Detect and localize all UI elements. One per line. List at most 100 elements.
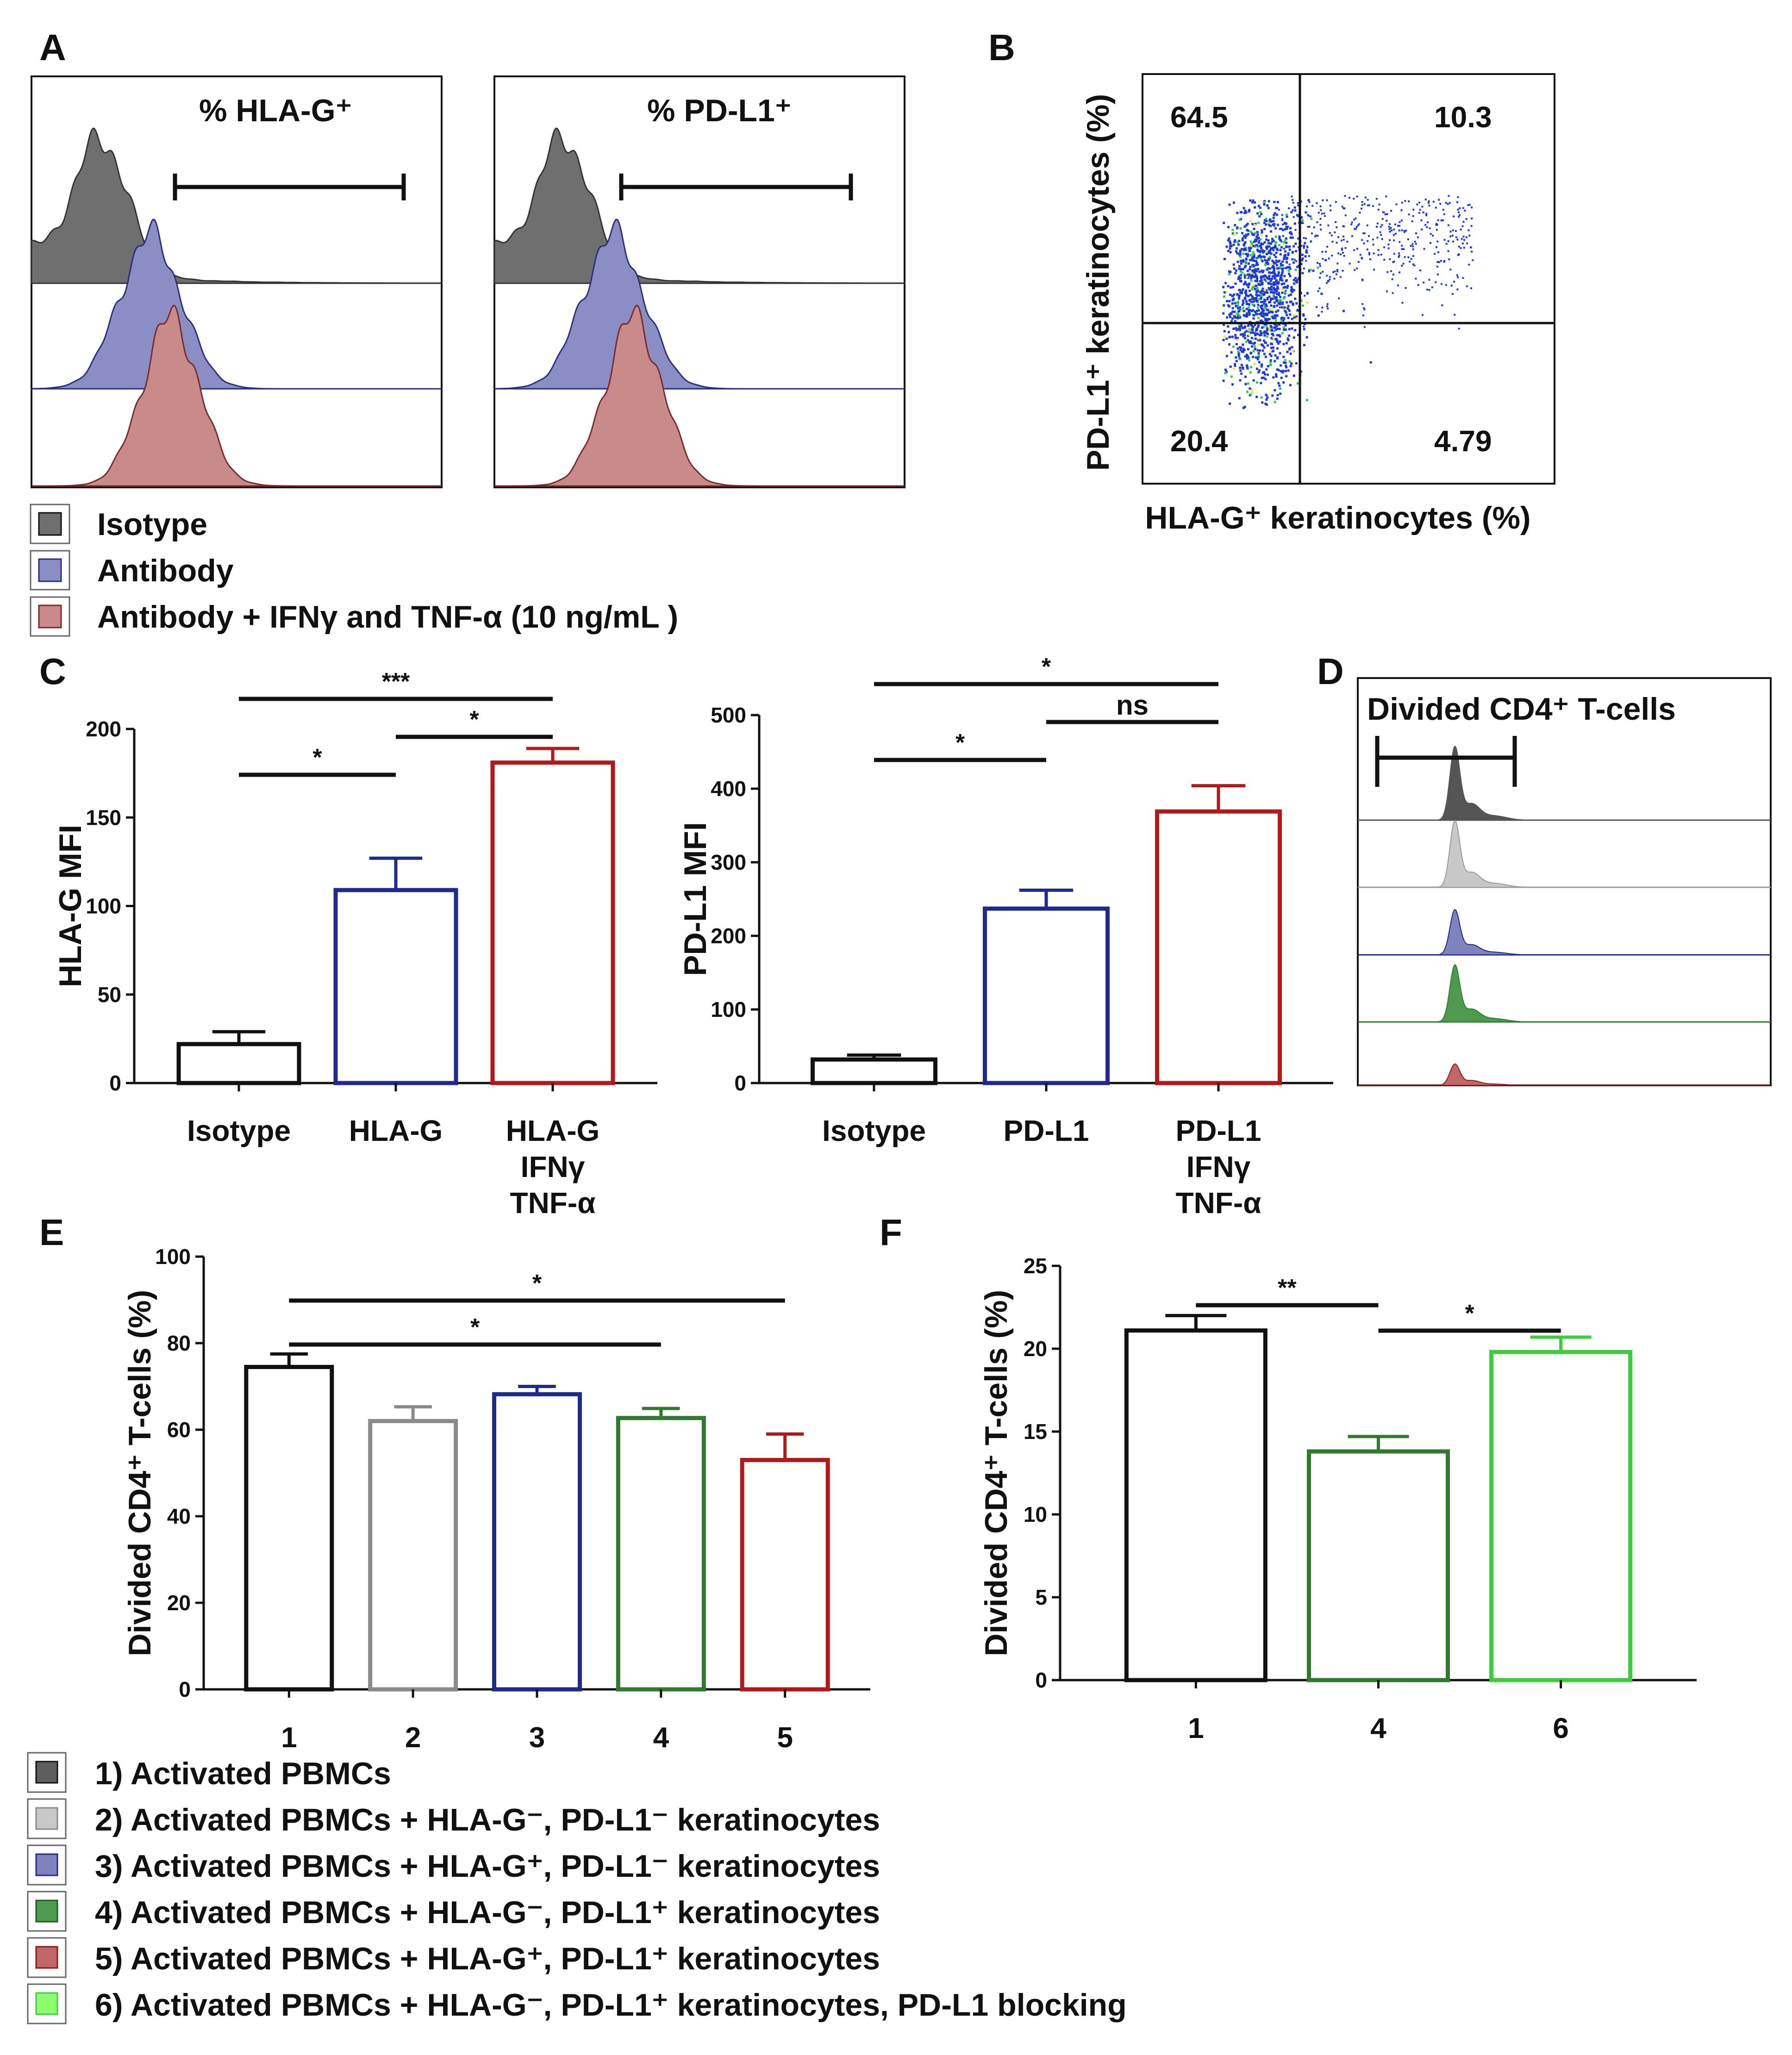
scatter-event <box>1237 350 1240 353</box>
scatter-event <box>1277 309 1280 312</box>
scatter-event <box>1435 223 1437 225</box>
scatter-event <box>1418 212 1420 214</box>
bar <box>616 1416 706 1692</box>
scatter-event <box>1234 363 1236 366</box>
scatter-event <box>1241 290 1243 293</box>
scatter-event <box>1238 289 1241 291</box>
scatter-event <box>1260 382 1262 385</box>
scatter-event <box>1257 290 1260 293</box>
scatter-event <box>1452 240 1455 243</box>
scatter-event <box>1306 292 1309 294</box>
scatter-event <box>1259 206 1261 209</box>
scatter-event <box>1286 266 1289 268</box>
legend-swatch <box>35 1946 58 1969</box>
scatter-event <box>1237 310 1240 313</box>
scatter-event <box>1248 312 1251 315</box>
scatter-event <box>1244 274 1246 277</box>
scatter-event <box>1269 297 1272 300</box>
scatter-event <box>1275 213 1278 216</box>
bar <box>1124 1328 1268 1682</box>
scatter-event <box>1419 209 1421 211</box>
scatter-event <box>1236 212 1239 214</box>
scatter-event <box>1274 241 1277 244</box>
scatter-event <box>1428 289 1430 291</box>
scatter-event <box>1402 262 1405 265</box>
scatter-event <box>1246 274 1249 276</box>
scatter-event <box>1354 228 1355 230</box>
scatter-event <box>1242 252 1245 255</box>
scatter-event <box>1292 261 1295 264</box>
scatter-event <box>1305 206 1308 208</box>
scatter-event <box>1367 240 1369 242</box>
significance-label: * <box>469 706 479 733</box>
scatter-event <box>1458 328 1460 330</box>
scatter-event <box>1452 293 1454 295</box>
scatter-event <box>1437 251 1440 253</box>
quadrant-upper-right: 10.3 <box>1434 100 1492 134</box>
scatter-event <box>1287 369 1290 372</box>
scatter-event <box>1270 291 1273 293</box>
scatter-event <box>1368 235 1370 237</box>
scatter-event <box>1272 346 1274 349</box>
scatter-event <box>1305 249 1307 251</box>
scatter-event <box>1243 274 1246 276</box>
scatter-event <box>1245 211 1248 214</box>
scatter-event <box>1290 293 1292 296</box>
scatter-event <box>1261 304 1264 307</box>
scatter-event <box>1285 246 1287 249</box>
scatter-event <box>1271 277 1274 280</box>
scatter-event <box>1273 269 1275 272</box>
scatter-event <box>1332 271 1334 274</box>
scatter-event <box>1245 330 1248 332</box>
scatter-event <box>1247 335 1249 337</box>
scatter-event <box>1463 247 1465 249</box>
scatter-event <box>1253 304 1255 307</box>
scatter-event <box>1243 244 1245 247</box>
y-tick-label: 300 <box>711 850 746 874</box>
scatter-event <box>1232 234 1235 237</box>
scatter-event <box>1288 328 1291 330</box>
scatter-event <box>1368 252 1370 254</box>
scatter-event <box>1328 257 1330 260</box>
scatter-event <box>1292 279 1295 281</box>
scatter-event <box>1261 343 1263 346</box>
scatter-event <box>1240 260 1242 262</box>
scatter-event <box>1264 402 1267 405</box>
scatter-event <box>1274 401 1276 404</box>
scatter-event <box>1288 309 1291 312</box>
scatter-event <box>1300 216 1303 219</box>
scatter-event <box>1286 256 1289 259</box>
scatter-event <box>1261 271 1264 274</box>
bar <box>1155 809 1282 1085</box>
scatter-event <box>1265 218 1268 220</box>
scatter-event <box>1410 245 1412 247</box>
scatter-event <box>1419 269 1422 272</box>
scatter-event <box>1438 199 1440 201</box>
scatter-event <box>1249 219 1252 222</box>
scatter-event <box>1391 229 1393 231</box>
scatter-event <box>1251 295 1254 298</box>
scatter-event <box>1290 233 1293 236</box>
scatter-event <box>1286 215 1288 218</box>
scatter-event <box>1286 227 1288 230</box>
scatter-event <box>1326 274 1328 277</box>
scatter-event <box>1376 225 1378 228</box>
scatter-event <box>1247 339 1249 342</box>
scatter-event <box>1245 364 1248 367</box>
scatter-event <box>1260 245 1262 248</box>
scatter-event <box>1361 207 1362 210</box>
scatter-event <box>1447 203 1449 205</box>
scatter-event <box>1296 309 1299 311</box>
scatter-event <box>1305 211 1307 214</box>
scatter-event <box>1250 259 1253 262</box>
scatter-event <box>1275 251 1278 254</box>
scatter-event <box>1391 278 1393 280</box>
scatter-event <box>1310 218 1313 220</box>
scatter-event <box>1295 250 1298 253</box>
scatter-event <box>1270 304 1273 307</box>
scatter-event <box>1256 233 1259 236</box>
scatter-event <box>1258 270 1261 273</box>
scatter-event <box>1272 317 1274 319</box>
scatter-event <box>1357 261 1360 263</box>
scatter-event <box>1227 325 1230 328</box>
